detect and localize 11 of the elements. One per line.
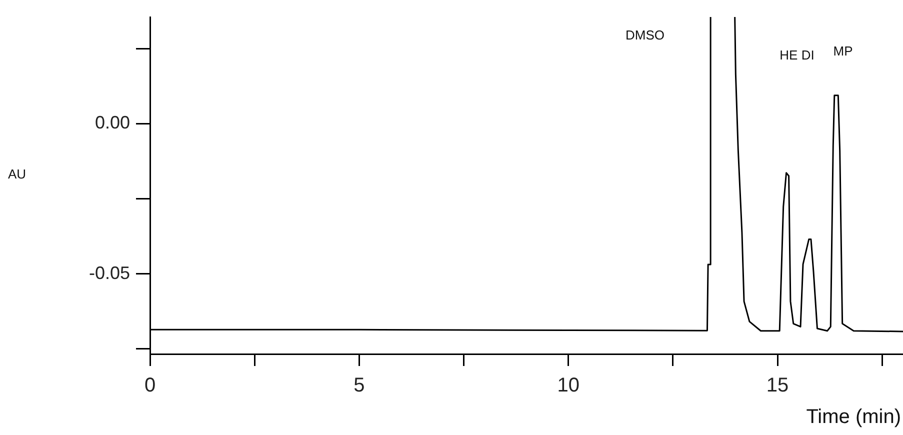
y-tick-label: 0.00 <box>94 112 130 133</box>
annotation: DMSO <box>626 28 664 43</box>
x-tick-label: 10 <box>557 374 580 397</box>
x-tick-label: 15 <box>766 374 789 397</box>
x-tick-label: 5 <box>354 374 365 397</box>
annotation: MP <box>833 44 853 59</box>
y-axis-title: AU <box>8 166 26 182</box>
x-tick-label: 0 <box>144 374 156 397</box>
x-axis-title: Time (min) <box>806 406 901 428</box>
annotation: HE DI <box>780 48 814 63</box>
y-tick-label: -0.05 <box>88 262 130 283</box>
